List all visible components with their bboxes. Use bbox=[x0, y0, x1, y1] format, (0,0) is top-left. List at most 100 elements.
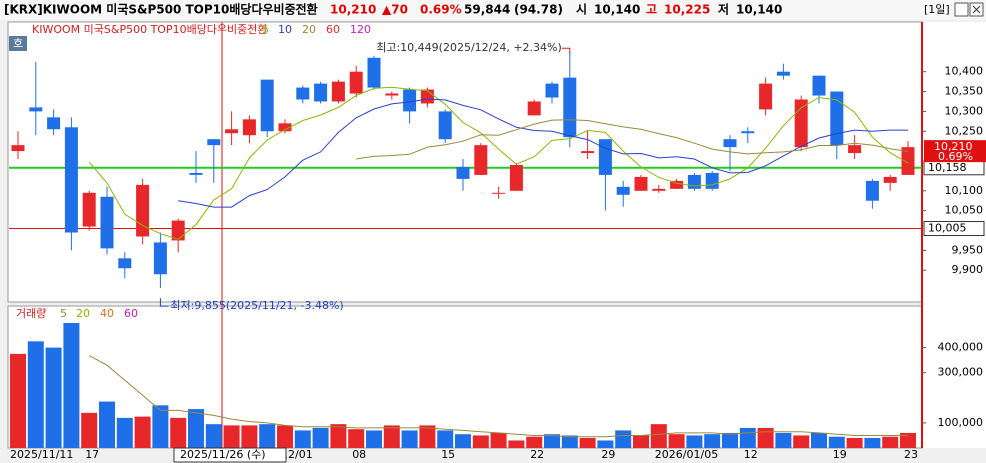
volume-bar bbox=[864, 437, 881, 448]
header-low-label: 저 bbox=[718, 2, 729, 17]
volume-bar bbox=[526, 436, 543, 448]
volume-bar bbox=[366, 430, 382, 448]
candle-body bbox=[723, 139, 737, 148]
volume-bar bbox=[811, 432, 827, 448]
price-tag-sub: 0.69% bbox=[938, 150, 973, 163]
candle-body bbox=[403, 89, 417, 112]
ma-line bbox=[88, 355, 908, 438]
header-high: 10,225 bbox=[664, 3, 710, 17]
header-price: 10,210 bbox=[330, 3, 376, 17]
maximize-button[interactable] bbox=[954, 2, 969, 17]
volume-bar bbox=[277, 425, 293, 448]
quote-button-label: 호 bbox=[13, 37, 23, 50]
candle-body bbox=[812, 75, 826, 96]
candle-body bbox=[545, 83, 559, 98]
volume-bar bbox=[490, 432, 507, 448]
candle-body bbox=[189, 172, 203, 175]
candle-body bbox=[260, 79, 274, 132]
y-tick-label: 100,000 bbox=[938, 416, 984, 429]
volume-bar bbox=[241, 425, 258, 448]
legend-title: KIWOOM 미국S&P500 TOP10배당다우비중전환 bbox=[32, 23, 268, 36]
volume-bar bbox=[668, 434, 685, 448]
candle-body bbox=[100, 196, 114, 249]
h-line-label: 10,158 bbox=[928, 161, 967, 174]
candle-body bbox=[225, 129, 239, 134]
candle-body bbox=[278, 123, 292, 132]
candle-body bbox=[563, 77, 577, 138]
volume-bar bbox=[205, 424, 222, 448]
volume-bar bbox=[544, 434, 560, 448]
y-tick-label: 10,350 bbox=[945, 85, 984, 98]
period-button[interactable]: [1일] bbox=[924, 2, 950, 16]
volume-bar bbox=[472, 435, 489, 448]
legend-entry: 120 bbox=[350, 23, 371, 36]
volume-bar bbox=[312, 427, 329, 448]
low-annotation: 최저:9,855(2025/11/21, -3.48%) bbox=[170, 299, 343, 312]
candle-body bbox=[438, 111, 452, 140]
volume-bar bbox=[152, 405, 169, 448]
cursor-label: 2025/11/26 (수) bbox=[180, 448, 266, 461]
volume-bar bbox=[900, 432, 916, 448]
x-tick-label: 12 bbox=[744, 448, 758, 461]
high-arrow bbox=[561, 47, 571, 54]
candle-body bbox=[474, 145, 488, 175]
volume-bar bbox=[401, 430, 418, 448]
volume-bar bbox=[704, 434, 721, 448]
candle-body bbox=[367, 57, 381, 88]
header-high-label: 고 bbox=[646, 3, 657, 17]
volume-bar bbox=[170, 417, 187, 448]
cursor-tag bbox=[173, 447, 287, 463]
low-arrow bbox=[159, 298, 169, 307]
volume-bar bbox=[579, 437, 596, 448]
candle-body bbox=[82, 192, 96, 227]
candle-body bbox=[11, 145, 25, 152]
volume-bar bbox=[508, 440, 525, 448]
candle-body bbox=[29, 107, 43, 112]
volume-bar bbox=[561, 435, 578, 448]
volume-bar bbox=[63, 323, 80, 448]
volume-bar bbox=[294, 430, 311, 448]
legend-entry: 60 bbox=[326, 23, 340, 36]
x-tick-label: 29 bbox=[601, 448, 615, 461]
candle-body bbox=[634, 176, 648, 191]
volume-bar bbox=[27, 341, 44, 448]
volume-bar bbox=[722, 432, 738, 448]
h-line-label: 10,005 bbox=[928, 222, 967, 235]
candle-body bbox=[865, 180, 879, 201]
x-tick-label: 15 bbox=[441, 448, 455, 461]
y-tick-label: 10,100 bbox=[945, 184, 984, 197]
volume-bar bbox=[828, 436, 845, 448]
volume-bar bbox=[757, 427, 774, 448]
candle-body bbox=[883, 176, 897, 183]
x-tick-label: 08 bbox=[352, 448, 366, 461]
volume-bar bbox=[81, 412, 98, 448]
y-tick-label: 9,950 bbox=[952, 243, 984, 256]
candle-body bbox=[492, 192, 506, 194]
volume-bar bbox=[882, 436, 899, 448]
price-tag-label: 10,210 bbox=[934, 140, 973, 153]
quote-button[interactable] bbox=[9, 36, 27, 51]
volume-bar bbox=[134, 416, 151, 448]
high-annotation: 최고:10,449(2025/12/24, +2.34%) bbox=[376, 41, 562, 54]
candle-body bbox=[47, 117, 61, 130]
x-tick-label: 19 bbox=[833, 448, 847, 461]
candle-body bbox=[349, 71, 363, 94]
candle-body bbox=[171, 220, 185, 241]
y-tick-label: 10,050 bbox=[945, 204, 984, 217]
legend-entry: 60 bbox=[124, 307, 138, 320]
candle-body bbox=[670, 180, 684, 189]
header-volume-pct: (94.78) bbox=[514, 3, 563, 17]
price-tag bbox=[924, 140, 986, 163]
ma-line bbox=[178, 98, 908, 208]
x-tick-label: 23 bbox=[904, 448, 918, 461]
candle-body bbox=[598, 139, 612, 175]
candle-body bbox=[687, 174, 701, 189]
candle-body bbox=[456, 166, 470, 179]
y-tick-label: 400,000 bbox=[938, 341, 984, 354]
x-tick-label: 22 bbox=[530, 448, 544, 461]
header-change-pct: 0.69% bbox=[420, 3, 462, 17]
volume-bar bbox=[348, 429, 365, 448]
candle-body bbox=[759, 83, 773, 110]
volume-bar bbox=[383, 425, 400, 448]
